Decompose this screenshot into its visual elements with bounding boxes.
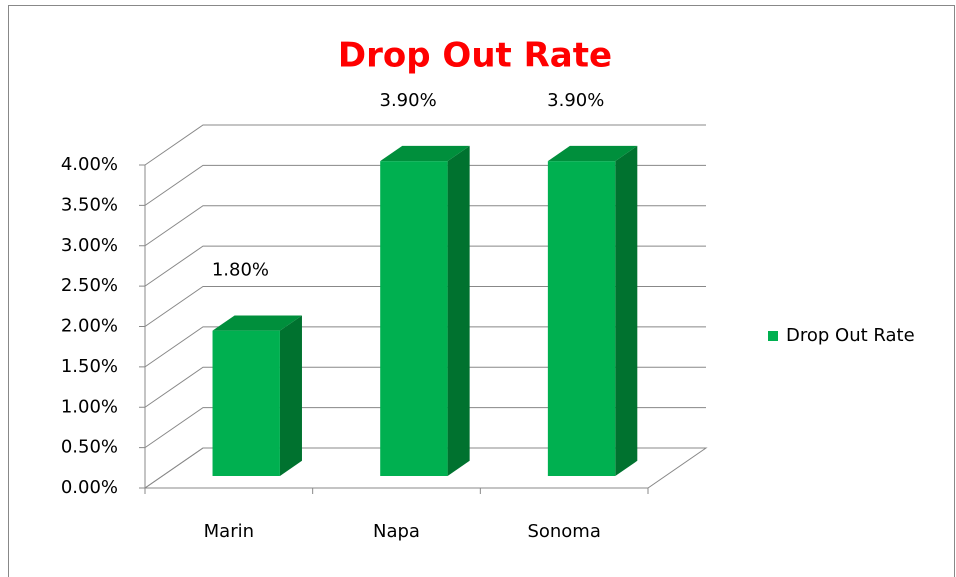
x-tick-label: Sonoma bbox=[527, 521, 600, 542]
y-tick-label: 1.00% bbox=[61, 396, 118, 417]
grid-line bbox=[144, 205, 706, 247]
y-tick-label: 3.00% bbox=[61, 235, 118, 256]
grid-line bbox=[144, 326, 706, 368]
bar bbox=[547, 161, 616, 476]
chart-title: Drop Out Rate bbox=[338, 36, 612, 76]
grid-line bbox=[144, 124, 706, 166]
x-tick-label: Napa bbox=[373, 521, 420, 542]
bar-side bbox=[615, 145, 638, 476]
bar-top bbox=[212, 315, 302, 331]
grid-line bbox=[144, 245, 706, 287]
legend-swatch bbox=[768, 331, 778, 341]
bar-side bbox=[447, 145, 470, 476]
bar-top bbox=[380, 145, 470, 162]
grid-line bbox=[144, 407, 706, 449]
grid-line bbox=[144, 164, 706, 206]
y-tick-label: 2.00% bbox=[61, 316, 118, 337]
bar bbox=[380, 161, 448, 476]
y-tick-label: 0.50% bbox=[61, 437, 118, 458]
grid-line bbox=[144, 447, 706, 489]
bar-top bbox=[547, 145, 638, 162]
data-label: 3.90% bbox=[547, 90, 604, 111]
legend-label: Drop Out Rate bbox=[786, 325, 915, 346]
y-tick-label: 3.50% bbox=[61, 194, 118, 215]
bar bbox=[212, 330, 280, 476]
y-tick-label: 4.00% bbox=[61, 154, 118, 175]
data-label: 3.90% bbox=[380, 90, 437, 111]
grid-line bbox=[144, 366, 706, 408]
grid-line bbox=[144, 286, 706, 327]
y-tick-label: 0.00% bbox=[61, 477, 118, 498]
y-tick-label: 1.50% bbox=[61, 356, 118, 377]
x-tick-label: Marin bbox=[204, 521, 254, 542]
chart-frame bbox=[8, 5, 955, 577]
bar-side bbox=[279, 315, 302, 476]
data-label: 1.80% bbox=[212, 259, 269, 280]
y-tick-label: 2.50% bbox=[61, 275, 118, 296]
